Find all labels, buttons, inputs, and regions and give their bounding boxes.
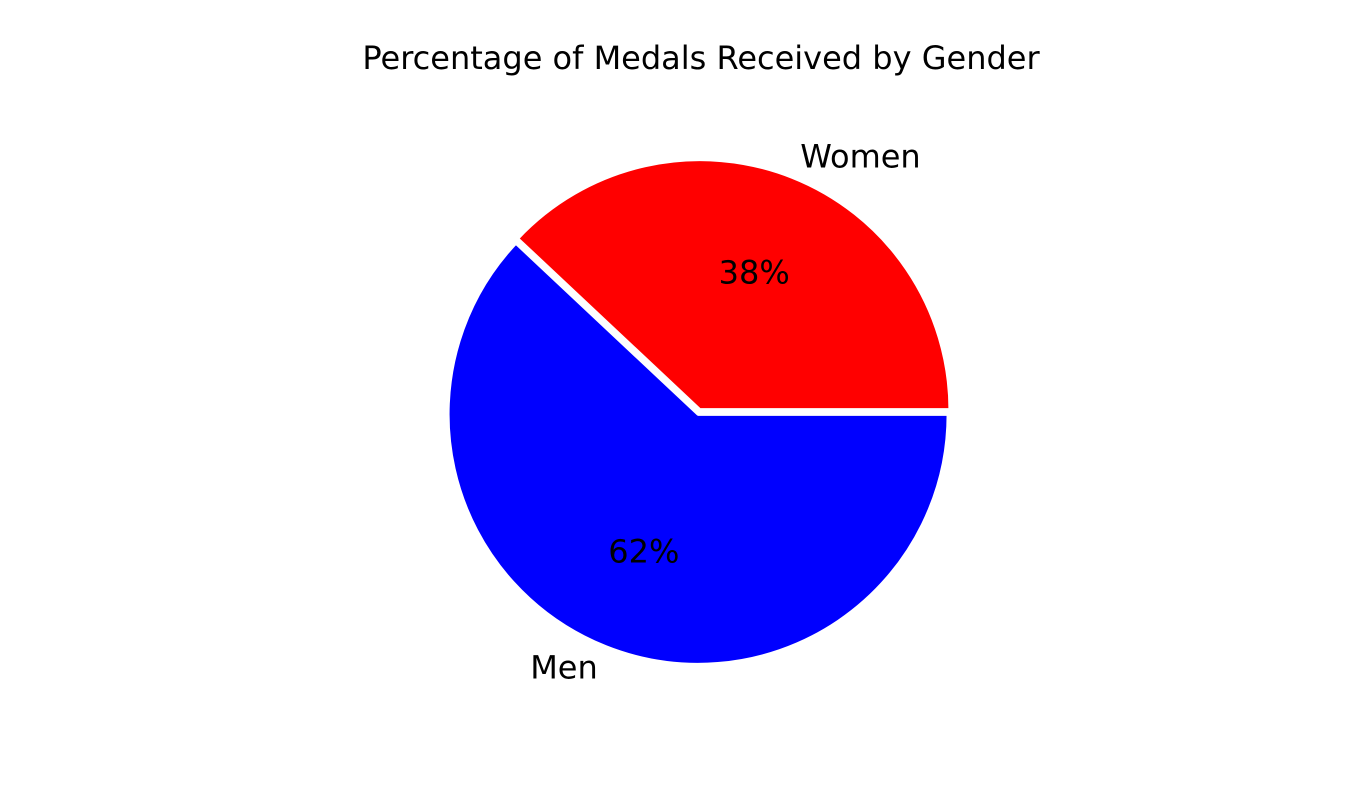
pct-label-men: 62%: [608, 532, 679, 570]
pie-slice-men: [446, 241, 950, 666]
slice-label-women: Women: [800, 137, 920, 175]
pie-labels: Women 38% Men 62%: [530, 137, 921, 686]
slice-label-men: Men: [530, 649, 598, 687]
pie-slice-women: [516, 158, 952, 412]
pct-label-women: 38%: [719, 254, 790, 292]
chart-title: Percentage of Medals Received by Gender: [362, 39, 1040, 77]
pie-slices: [446, 158, 952, 666]
